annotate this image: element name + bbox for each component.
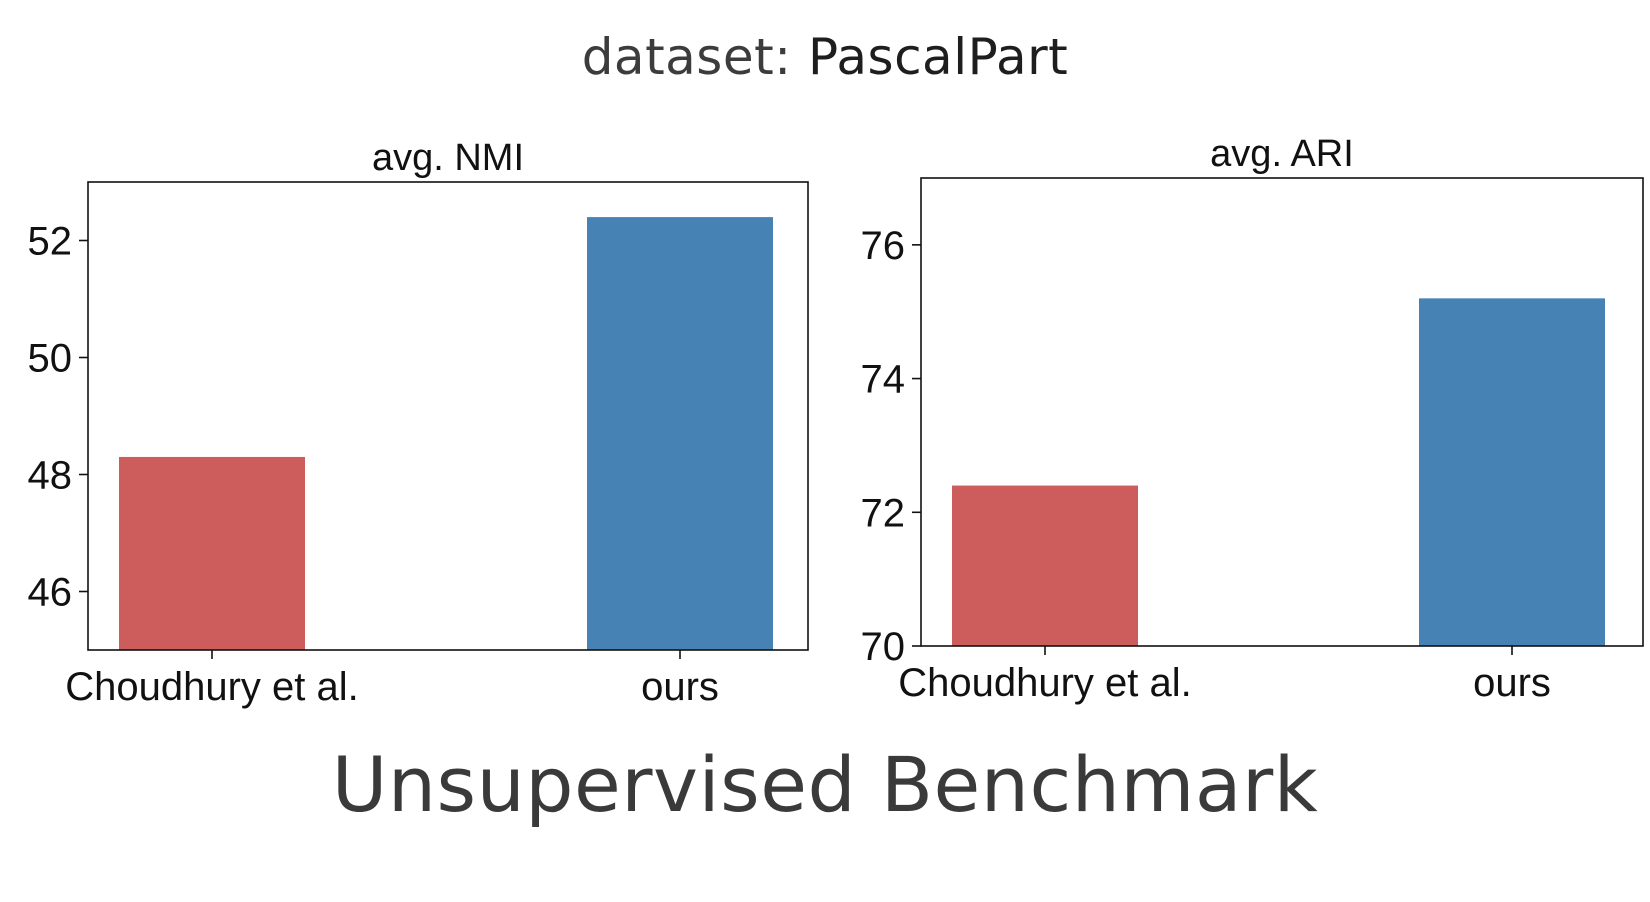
- y-tick-label: 74: [861, 358, 906, 402]
- bar-2: [1419, 298, 1605, 646]
- chart-1: avg. NMI 46 48 50 52 Choudhury et al. ours: [28, 137, 809, 709]
- plot-frame: [87, 181, 809, 651]
- chart-title: avg. NMI: [372, 137, 524, 179]
- x-tick-label: Choudhury et al.: [65, 665, 359, 709]
- chart-title: avg. ARI: [1210, 133, 1354, 175]
- y-tick-label: 50: [28, 337, 73, 381]
- bar-1: [952, 485, 1138, 646]
- slide-footer: Unsupervised Benchmark: [331, 740, 1319, 829]
- y-tick-label: 70: [861, 625, 906, 669]
- x-tick-label: Choudhury et al.: [898, 661, 1192, 705]
- y-tick-label: 76: [861, 224, 906, 268]
- x-tick-label: ours: [1473, 661, 1551, 705]
- y-tick-label: 46: [28, 571, 73, 615]
- y-tick-label: 72: [861, 491, 906, 535]
- y-tick-label: 52: [28, 220, 73, 264]
- slide-title-prefix: dataset:: [581, 28, 808, 86]
- chart-2: avg. ARI 70 72 74 76 Choudhury et al. ours: [861, 133, 1644, 705]
- slide-title: dataset: PascalPart: [0, 28, 1650, 86]
- slide-title-dataset: PascalPart: [807, 28, 1069, 86]
- bar-1: [119, 456, 305, 650]
- bar-2: [587, 217, 773, 650]
- plot-frame: [920, 177, 1644, 647]
- x-tick-label: ours: [641, 665, 719, 709]
- y-tick-label: 48: [28, 454, 73, 498]
